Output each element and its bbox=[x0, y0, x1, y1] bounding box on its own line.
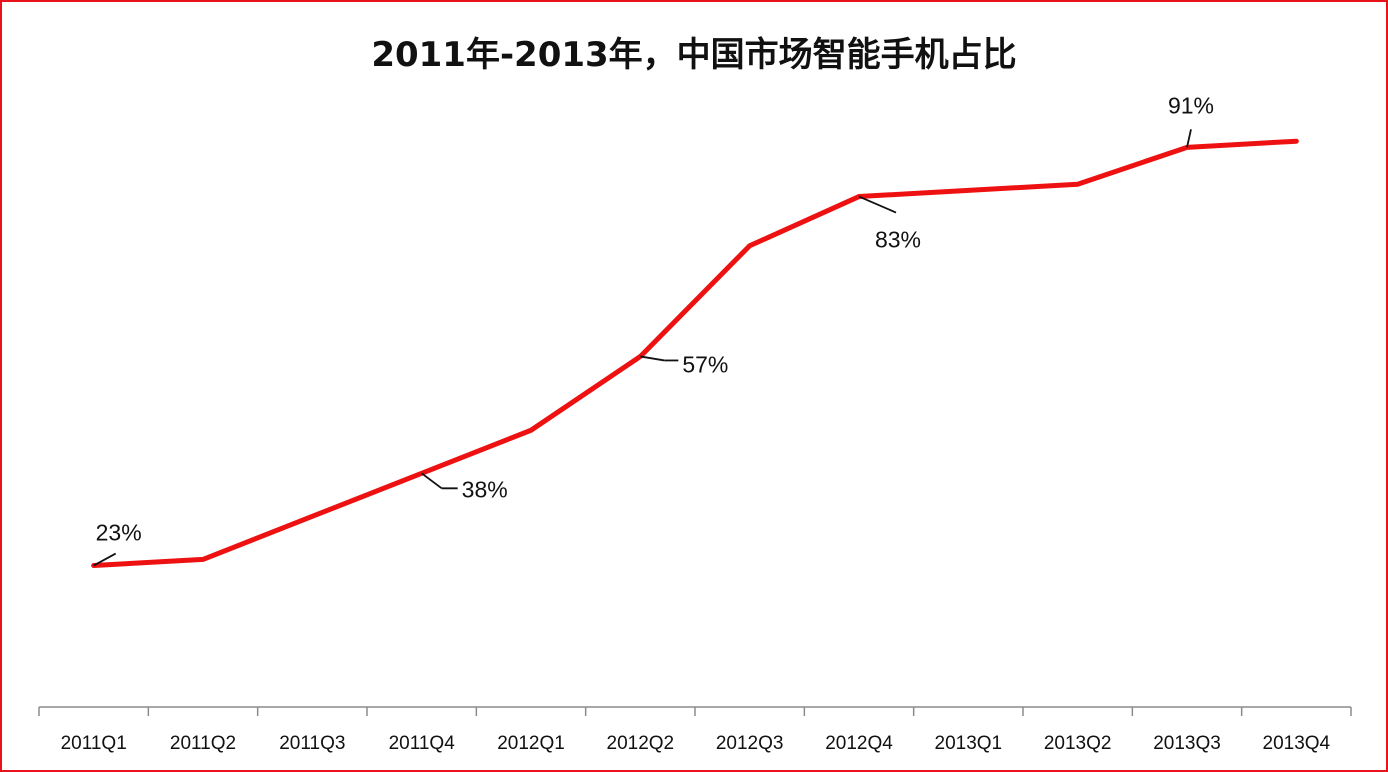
data-label: 23% bbox=[96, 520, 142, 546]
data-label: 57% bbox=[682, 351, 728, 377]
x-axis: 2011Q1 2011Q2 2011Q3 2011Q4 2012Q1 2012Q2 2012… bbox=[38, 706, 1352, 754]
data-label-leader bbox=[640, 355, 665, 362]
x-tick-label: 2012Q1 bbox=[497, 733, 565, 754]
x-tick-label: 2011Q4 bbox=[389, 733, 456, 754]
data-label-layer: 23% 38% 57% 83% 91% bbox=[93, 92, 1214, 567]
chart-title: 2011年-2013年，中国市场智能手机占比 bbox=[371, 35, 1016, 75]
x-tick-label: 2013Q1 bbox=[935, 733, 1003, 754]
series-line bbox=[91, 138, 1299, 569]
data-label: 83% bbox=[875, 227, 921, 253]
data-label-leader bbox=[421, 472, 443, 490]
x-tick-label: 2012Q3 bbox=[716, 733, 784, 754]
data-label: 91% bbox=[1168, 92, 1214, 118]
series-line-layer bbox=[91, 138, 1299, 569]
data-label: 38% bbox=[462, 476, 508, 502]
x-tick-label: 2013Q4 bbox=[1263, 733, 1331, 754]
x-tick-label: 2011Q3 bbox=[279, 733, 345, 754]
x-tick-label: 2013Q3 bbox=[1153, 733, 1221, 754]
x-tick-label: 2013Q2 bbox=[1044, 733, 1112, 754]
data-label-leader bbox=[1186, 129, 1192, 148]
x-tick-label: 2011Q1 bbox=[61, 733, 127, 754]
data-label-leader bbox=[93, 552, 117, 567]
x-tick-label: 2012Q4 bbox=[825, 733, 893, 754]
x-tick-label: 2012Q2 bbox=[607, 733, 675, 754]
x-tick-label: 2011Q2 bbox=[170, 733, 236, 754]
data-label-leader bbox=[858, 195, 897, 214]
